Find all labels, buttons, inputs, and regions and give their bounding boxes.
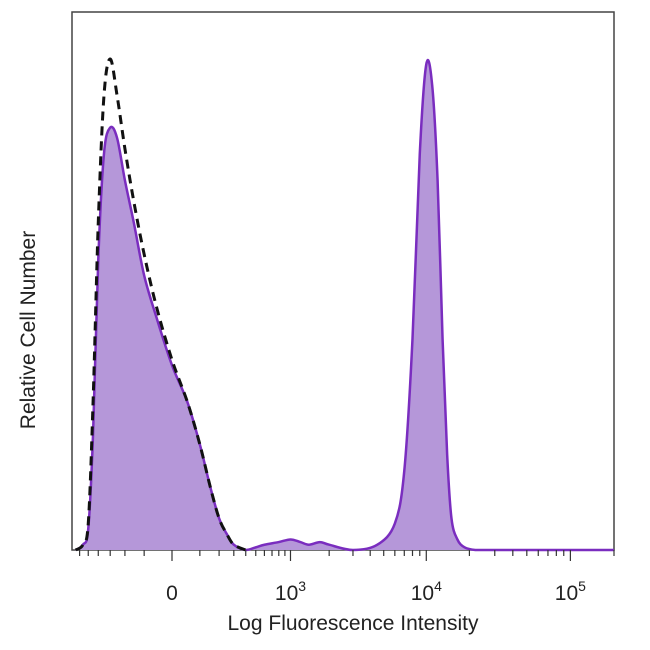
x-tick-label: 103 (275, 578, 306, 605)
x-axis-label: Log Fluorescence Intensity (228, 612, 479, 635)
histogram-area-0 (75, 59, 614, 551)
x-tick-label: 0 (166, 582, 178, 605)
x-axis-ticks (78, 550, 615, 561)
x-axis-tick-labels: 0 103 104 105 (166, 578, 586, 605)
y-axis-label: Relative Cell Number (17, 231, 40, 429)
histogram-dashed-outline-1 (74, 57, 247, 552)
series-layer (74, 57, 614, 552)
x-tick-label: 104 (411, 578, 442, 605)
x-tick-label: 105 (555, 578, 586, 605)
histogram-outline-0 (74, 58, 614, 552)
